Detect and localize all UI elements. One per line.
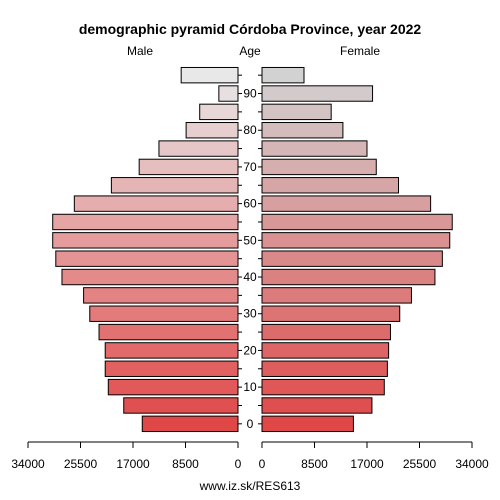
male-bar-2 — [107, 378, 239, 396]
male-bar-5 — [98, 323, 239, 341]
x-tick-label-male: 17000 — [116, 457, 150, 471]
age-tick-label: 70 — [243, 160, 257, 174]
male-bar-17 — [199, 103, 239, 121]
male-bar-6 — [89, 305, 239, 322]
female-bar-11 — [261, 213, 453, 231]
x-tick-label-male: 8500 — [172, 457, 199, 471]
x-tick-label-female: 0 — [259, 457, 266, 471]
male-bar-3 — [104, 360, 239, 377]
age-label: Age — [239, 44, 261, 58]
female-bar-19 — [261, 66, 305, 84]
age-tick-label: 90 — [243, 87, 257, 101]
x-tick-label-female: 8500 — [301, 457, 328, 471]
male-bar-13 — [110, 177, 239, 194]
male-bars — [52, 66, 239, 433]
x-axis-male: 34000 25500 17000 8500 0 — [11, 441, 242, 471]
female-bar-16 — [261, 122, 344, 139]
female-bar-10 — [261, 232, 451, 249]
male-bar-10 — [52, 232, 239, 249]
female-bar-17 — [261, 103, 332, 121]
male-bar-1 — [123, 397, 239, 414]
female-bar-13 — [261, 177, 399, 194]
male-bar-15 — [158, 140, 239, 157]
male-bar-0 — [141, 415, 239, 433]
female-bar-0 — [261, 415, 354, 433]
female-bar-18 — [261, 85, 374, 102]
female-bar-8 — [261, 268, 436, 286]
male-bar-9 — [55, 250, 239, 267]
age-tick-label: 60 — [243, 197, 257, 211]
male-label: Male — [127, 44, 153, 58]
x-axis-female: 0 8500 17000 25500 34000 — [259, 441, 489, 471]
age-tick-label: 30 — [243, 307, 257, 321]
male-bar-11 — [52, 213, 239, 231]
male-bar-8 — [61, 268, 239, 286]
male-bar-18 — [218, 85, 239, 102]
female-bar-3 — [261, 360, 388, 377]
age-tick-label: 50 — [243, 233, 257, 247]
x-tick-label-female: 17000 — [350, 457, 384, 471]
x-tick-label-male: 0 — [235, 457, 242, 471]
female-bar-12 — [261, 195, 432, 212]
female-bar-15 — [261, 140, 368, 157]
female-bar-14 — [261, 158, 377, 176]
x-tick-label-male: 25500 — [64, 457, 98, 471]
male-bar-7 — [83, 287, 239, 304]
male-bar-19 — [180, 66, 239, 84]
x-tick-label-male: 34000 — [11, 457, 45, 471]
female-bar-9 — [261, 250, 443, 267]
female-bar-7 — [261, 287, 412, 304]
chart-title: demographic pyramid Córdoba Province, ye… — [79, 21, 422, 37]
female-bar-1 — [261, 397, 373, 414]
female-bar-2 — [261, 378, 385, 396]
male-bar-4 — [104, 342, 239, 359]
age-tick-label: 40 — [243, 270, 257, 284]
age-axis: 0 10 20 30 40 50 60 70 80 90 — [238, 74, 262, 431]
footer-source: www.iz.sk/RES613 — [199, 479, 301, 493]
male-bar-16 — [185, 122, 239, 139]
female-bar-6 — [261, 305, 401, 322]
female-label: Female — [340, 44, 380, 58]
age-tick-label: 80 — [243, 123, 257, 137]
male-bar-14 — [138, 158, 239, 176]
female-bar-4 — [261, 342, 390, 359]
female-bar-5 — [261, 323, 391, 341]
age-tick-label: 0 — [247, 417, 254, 431]
x-tick-label-female: 34000 — [455, 457, 489, 471]
age-tick-label: 20 — [243, 343, 257, 357]
female-bars — [261, 66, 453, 433]
age-tick-label: 10 — [243, 380, 257, 394]
x-tick-label-female: 25500 — [403, 457, 437, 471]
male-bar-12 — [73, 195, 239, 212]
